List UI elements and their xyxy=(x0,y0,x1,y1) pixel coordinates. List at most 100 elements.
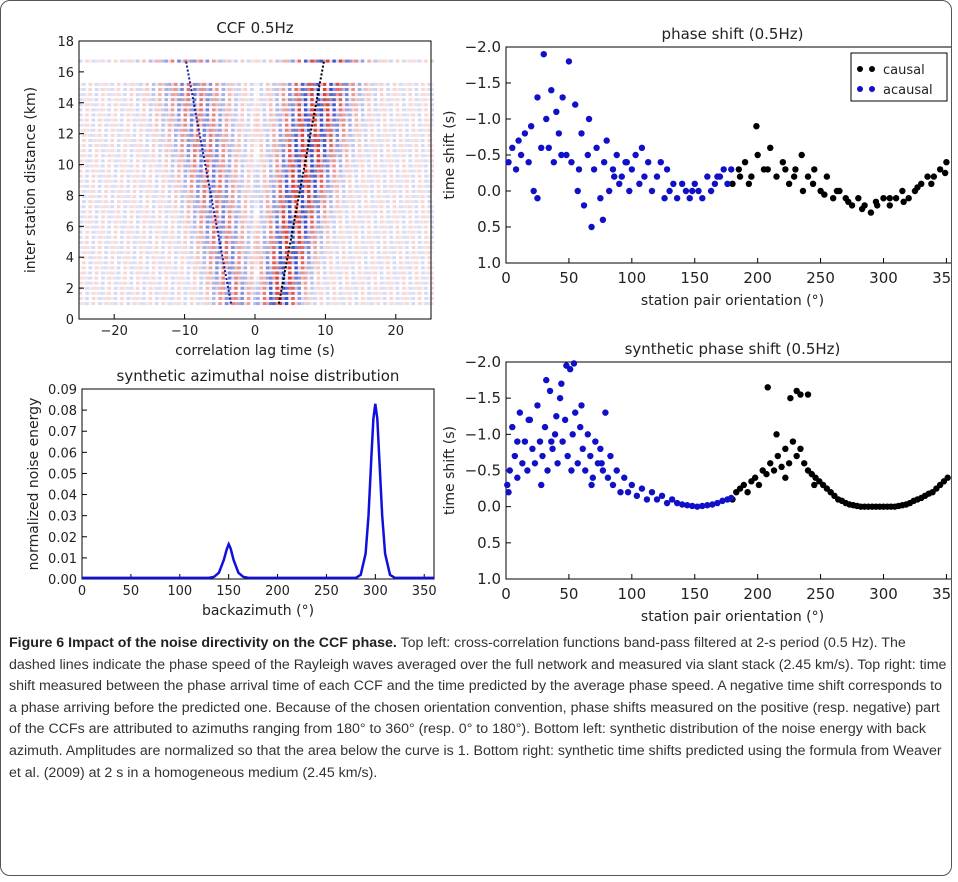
ccf-cell xyxy=(104,226,107,229)
ccf-cell xyxy=(88,154,92,158)
ccf-cell xyxy=(373,103,377,107)
ccf-cell xyxy=(104,159,107,162)
ccf-cell xyxy=(94,159,99,163)
ccf-cell xyxy=(177,87,181,91)
ccf-cell xyxy=(129,59,134,63)
ccf-cell xyxy=(297,240,301,244)
ccf-cell xyxy=(253,179,257,183)
ccf-cell xyxy=(170,302,175,306)
ccf-cell xyxy=(269,113,273,117)
ccf-cell xyxy=(310,149,314,153)
ccf-cell xyxy=(389,276,393,280)
ccf-cell xyxy=(110,113,115,117)
ccf-cell xyxy=(208,82,213,86)
ccf-cell xyxy=(316,210,320,214)
ccf-cell xyxy=(186,266,191,270)
ccf-cell xyxy=(367,128,371,132)
ccf-cell xyxy=(224,113,229,117)
ccf-cell xyxy=(199,251,202,254)
ccf-cell xyxy=(85,286,89,290)
ccf-cell xyxy=(414,149,419,153)
ccf-cell xyxy=(139,169,143,173)
ccf-cell xyxy=(341,200,346,204)
ccf-cell xyxy=(91,261,96,265)
ccf-cell xyxy=(139,220,143,224)
ccf-cell xyxy=(110,240,115,244)
ccf-cell xyxy=(402,144,406,148)
ccf-cell xyxy=(215,123,219,127)
ccf-cell xyxy=(164,149,168,153)
ccf-cell xyxy=(94,133,99,137)
ccf-cell xyxy=(91,240,96,244)
ccf-cell xyxy=(288,149,292,153)
ccf-cell xyxy=(335,184,339,188)
ccf-cell xyxy=(348,123,352,127)
ccf-cell xyxy=(379,189,384,193)
ccf-cell xyxy=(227,144,232,148)
ccf-cell xyxy=(408,159,412,163)
ccf-cell xyxy=(364,261,368,265)
ccf-cell xyxy=(291,123,295,127)
ccf-cell xyxy=(370,159,373,162)
ccf-cell xyxy=(113,230,118,234)
ccf-cell xyxy=(155,184,159,188)
ccf-cell xyxy=(269,281,273,285)
ccf-cell xyxy=(196,133,200,137)
ccf-cell xyxy=(94,225,99,229)
ccf-cell xyxy=(231,195,235,199)
ccf-cell xyxy=(335,251,339,255)
ccf-cell xyxy=(113,271,118,275)
ccf-cell xyxy=(113,302,118,306)
ccf-cell xyxy=(370,266,374,270)
ccf-cell xyxy=(88,164,92,168)
ccf-cell xyxy=(101,174,105,178)
ccf-cell xyxy=(151,215,156,219)
ccf-cell xyxy=(167,169,172,173)
ccf-cell xyxy=(136,205,140,209)
ccf-cell xyxy=(243,240,248,244)
ccf-cell xyxy=(89,113,92,116)
ccf-cell xyxy=(256,205,260,209)
ccf-cell xyxy=(120,230,124,234)
ccf-cell xyxy=(155,200,159,204)
ccf-cell xyxy=(395,174,400,178)
ccf-cell xyxy=(243,179,248,183)
ccf-cell xyxy=(117,220,121,224)
ccf-cell xyxy=(262,98,267,102)
ccf-cell xyxy=(250,256,254,260)
ccf-cell xyxy=(272,281,276,285)
ccf-cell xyxy=(329,128,333,132)
ccf-cell xyxy=(164,133,168,137)
ccf-cell xyxy=(95,241,98,244)
ccf-cell xyxy=(136,149,140,153)
ccf-cell xyxy=(294,261,298,265)
ccf-cell xyxy=(322,128,327,132)
ccf-cell xyxy=(208,286,213,290)
ccf-cell xyxy=(408,154,412,158)
ccf-cell xyxy=(354,128,358,132)
ccf-cell xyxy=(234,240,238,244)
ccf-cell xyxy=(269,261,273,265)
ccf-cell xyxy=(291,82,295,86)
ccf-cell xyxy=(291,256,295,260)
ccf-cell xyxy=(303,200,308,204)
ccf-cell xyxy=(205,235,210,239)
ccf-cell xyxy=(332,210,336,214)
ccf-cell xyxy=(291,276,295,280)
ccf-cell xyxy=(174,174,178,178)
ccf-cell xyxy=(240,215,244,219)
ccf-cell xyxy=(259,87,263,91)
ccf-cell xyxy=(341,138,346,142)
ccf-cell xyxy=(424,235,428,239)
ccf-cell xyxy=(164,169,168,173)
ccf-cell xyxy=(149,83,152,86)
ccf-cell xyxy=(126,98,130,102)
ccf-cell xyxy=(376,189,381,193)
ccf-cell xyxy=(234,174,238,178)
ccf-cell xyxy=(129,271,134,275)
ccf-cell xyxy=(91,291,96,295)
ccf-cell xyxy=(253,256,257,260)
ccf-cell xyxy=(183,82,187,86)
ccf-cell xyxy=(408,149,412,153)
ccf-cell xyxy=(113,286,118,290)
